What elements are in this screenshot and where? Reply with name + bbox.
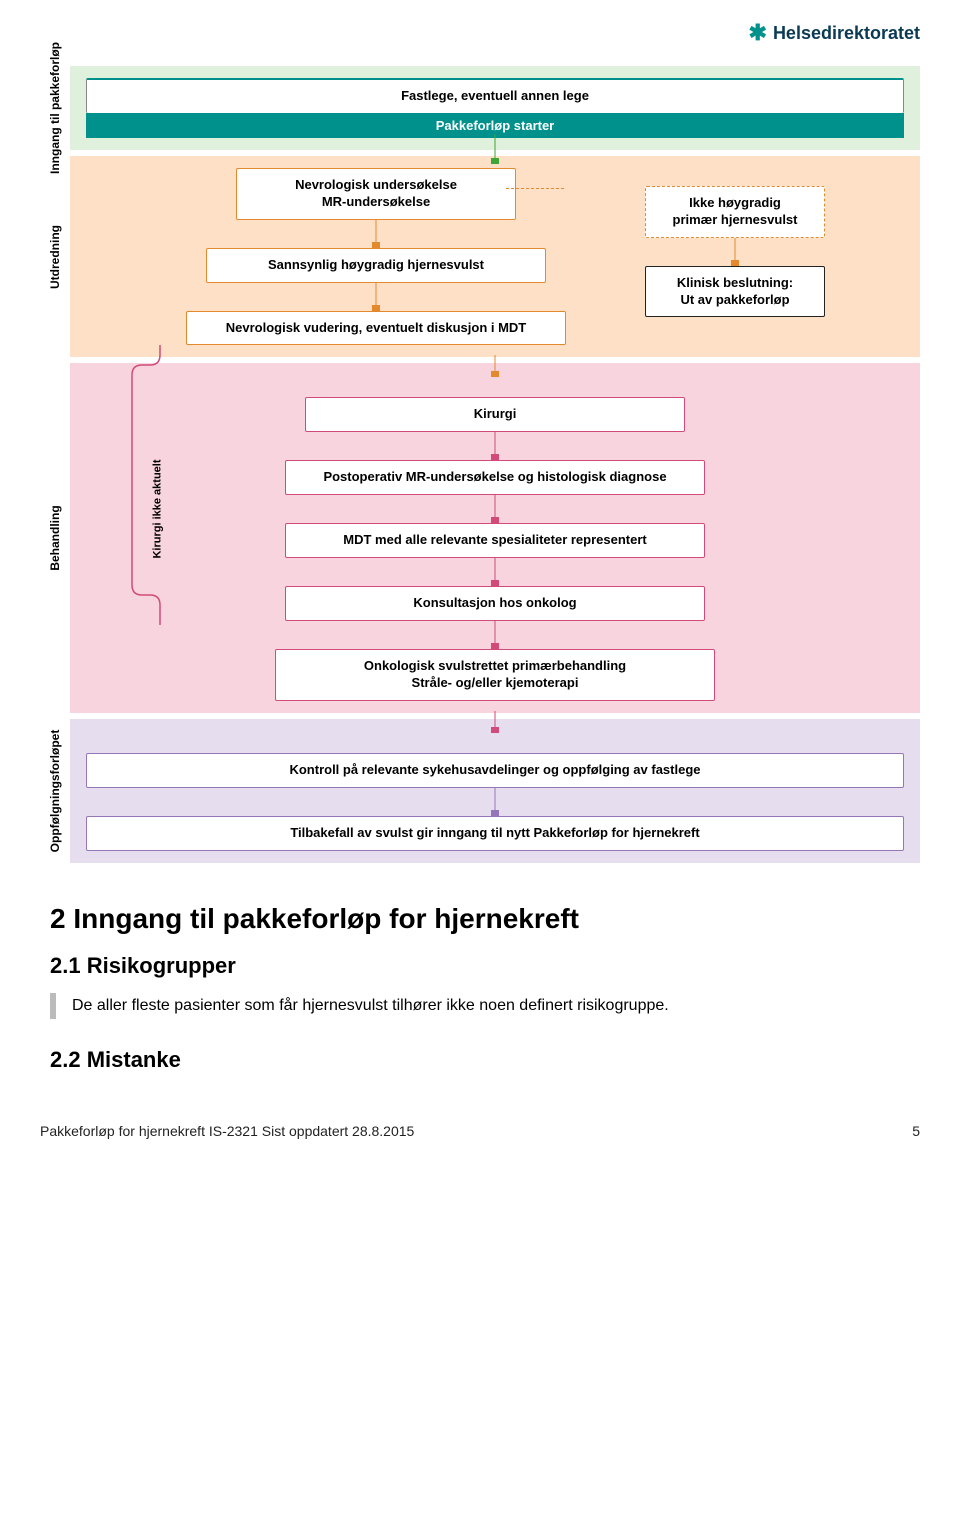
arrow-icon [487,711,503,733]
phase-label-oppfolgning: Oppfølgningsforløpet [40,719,70,863]
arrow-icon [487,788,503,816]
arrow-icon [487,432,503,460]
document-body: 2 Inngang til pakkeforløp for hjernekref… [40,903,920,1073]
box-kirurgi: Kirurgi [305,397,685,432]
arrow-icon [487,134,503,164]
page-number: 5 [912,1123,920,1139]
bypass-line [130,345,170,705]
box-klinisk-beslutning: Klinisk beslutning: Ut av pakkeforløp [645,266,825,318]
footer-text: Pakkeforløp for hjernekreft IS-2321 Sist… [40,1123,414,1139]
side-label-kirurgi: Kirurgi ikke aktuelt [152,460,164,559]
blockquote: De aller fleste pasienter som får hjerne… [50,993,910,1019]
box-kontroll: Kontroll på relevante sykehusavdelinger … [86,753,904,788]
logo-text: Helsedirektoratet [773,23,920,44]
box-onkologisk: Onkologisk svulstrettet primærbehandling… [275,649,715,701]
flowchart: Inngang til pakkeforløp Fastlege, eventu… [40,66,920,863]
logo-icon: ✱ [749,20,767,46]
heading-2: 2 Inngang til pakkeforløp for hjernekref… [50,903,910,935]
phase-label-inngang: Inngang til pakkeforløp [40,66,70,150]
phase-behandling: Behandling Kirurgi ikke aktuelt Kirurgi … [40,363,920,712]
box-konsultasjon: Konsultasjon hos onkolog [285,586,705,621]
arrow-icon [487,355,503,377]
phase-label-utredning: Utdredning [40,156,70,358]
box-postoperativ: Postoperativ MR-undersøkelse og histolog… [285,460,705,495]
arrow-icon [368,283,384,311]
phase-label-behandling: Behandling [40,363,70,712]
arrow-icon [487,558,503,586]
box-fastlege: Fastlege, eventuell annen lege [86,78,904,113]
box-sannsynlig-hoygradig: Sannsynlig høygradig hjernesvulst [206,248,546,283]
box-nevrologisk-undersokelse: Nevrologisk undersøkelse MR-undersøkelse [236,168,516,220]
phase-utredning: Utdredning Nevrologisk undersøkelse MR-u… [40,156,920,358]
heading-2-2: 2.2 Mistanke [50,1047,910,1073]
header-logo: ✱ Helsedirektoratet [40,20,920,46]
box-mdt: MDT med alle relevante spesialiteter rep… [285,523,705,558]
arrow-icon [727,238,743,266]
arrow-icon [487,495,503,523]
page-footer: Pakkeforløp for hjernekreft IS-2321 Sist… [40,1123,920,1139]
box-tilbakefall: Tilbakefall av svulst gir inngang til ny… [86,816,904,851]
box-ikke-hoygradig: Ikke høygradig primær hjernesvulst [645,186,825,238]
phase-inngang: Inngang til pakkeforløp Fastlege, eventu… [40,66,920,150]
box-nevrologisk-vurdering: Nevrologisk vudering, eventuelt diskusjo… [186,311,566,346]
arrow-icon [487,621,503,649]
dashed-connector [506,188,564,189]
arrow-icon [368,220,384,248]
phase-oppfolgning: Oppfølgningsforløpet Kontroll på relevan… [40,719,920,863]
heading-2-1: 2.1 Risikogrupper [50,953,910,979]
